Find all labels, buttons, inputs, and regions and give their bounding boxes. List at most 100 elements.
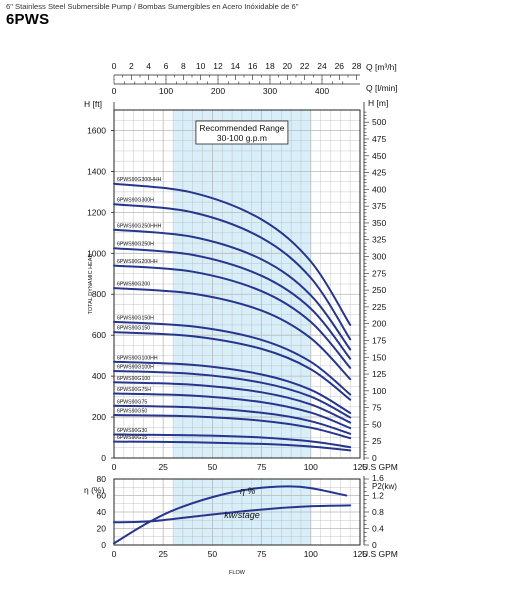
head-curve bbox=[113, 287, 352, 381]
efficiency-curve bbox=[113, 485, 348, 545]
y2-tick-label: 450 bbox=[372, 151, 386, 161]
y-tick-label: 400 bbox=[92, 371, 106, 381]
top-axis-2-label: 300 bbox=[263, 86, 277, 96]
y2-tick-label: 75 bbox=[372, 403, 382, 413]
head-curve bbox=[113, 360, 352, 414]
head-curve bbox=[113, 264, 352, 369]
top-axis-1-label: 18 bbox=[265, 61, 275, 71]
eff-y-tick-label: 20 bbox=[97, 524, 107, 534]
y2-tick-label: 225 bbox=[372, 302, 386, 312]
head-curve-label: 6PWS90G300H bbox=[117, 198, 154, 204]
head-curve bbox=[113, 203, 352, 341]
head-curve-label: 6PWS90G75 bbox=[117, 399, 147, 405]
head-curve bbox=[113, 228, 352, 351]
head-curve-label: 6PWS90G250H bbox=[117, 242, 154, 248]
head-curve-label: 6PWS90G75H bbox=[117, 387, 151, 393]
head-curve bbox=[113, 370, 352, 419]
head-curve bbox=[113, 320, 352, 396]
eff-y-tick-label: 40 bbox=[97, 507, 107, 517]
head-curve-label: 6PWS90G100H bbox=[117, 365, 154, 371]
head-curve bbox=[113, 392, 352, 430]
header-title: 6PWS bbox=[6, 11, 50, 28]
y-tick-label: 1000 bbox=[87, 248, 106, 258]
head-curve bbox=[113, 433, 352, 449]
head-curve-label: 6PWS90G15 bbox=[117, 435, 147, 441]
x-tick-label: 0 bbox=[112, 462, 117, 472]
x-tick-label: 25 bbox=[158, 462, 168, 472]
y2-tick-label: 150 bbox=[372, 352, 386, 362]
top-axis-1-label: 14 bbox=[231, 61, 241, 71]
head-curve-label: 6PWS90G200 bbox=[117, 282, 150, 288]
y-tick-label: 600 bbox=[92, 330, 106, 340]
y-axis-title: TOTAL DYNAMIC HEAD bbox=[88, 254, 94, 315]
eff-x-tick-label: 50 bbox=[208, 549, 218, 559]
x-tick-label: 50 bbox=[208, 462, 218, 472]
recommended-range-box bbox=[195, 120, 289, 145]
top-axis-2-label: 400 bbox=[315, 86, 329, 96]
head-curve-label: 6PWS90G150 bbox=[117, 326, 150, 332]
eff-y-tick-label: 80 bbox=[97, 474, 107, 484]
y-tick-label: 200 bbox=[92, 412, 106, 422]
y2-tick-label: 350 bbox=[372, 218, 386, 228]
plot-frame bbox=[113, 109, 361, 459]
eff-y2-tick-label: 1.2 bbox=[372, 491, 384, 501]
head-curve bbox=[113, 440, 352, 452]
y2-tick-label: 500 bbox=[372, 117, 386, 127]
head-curve bbox=[113, 247, 352, 360]
top-axis-1-label: 4 bbox=[146, 61, 151, 71]
eff-y2-unit-label: P2(kw) bbox=[372, 482, 397, 491]
y2-tick-label: 125 bbox=[372, 369, 386, 379]
y2-tick-label: 375 bbox=[372, 201, 386, 211]
efficiency-plot-frame bbox=[113, 478, 361, 546]
top-axis-1-label: 28 bbox=[352, 61, 362, 71]
eff-x-tick-label: 0 bbox=[112, 549, 117, 559]
top-axis-2-label: 200 bbox=[211, 86, 225, 96]
head-curve bbox=[113, 331, 352, 401]
eff-y2-tick-label: 1.6 bbox=[372, 473, 384, 483]
head-curve bbox=[113, 182, 352, 326]
head-curve-label: 6PWS90G100 bbox=[117, 376, 150, 382]
y2-tick-label: 0 bbox=[372, 453, 377, 463]
top-axis-1-label: 24 bbox=[317, 61, 327, 71]
top-axis-2-label: 0 bbox=[112, 86, 117, 96]
x-axis-title: FLOW bbox=[229, 570, 246, 576]
y-tick-label: 1400 bbox=[87, 166, 106, 176]
efficiency-curve-label: η % bbox=[240, 486, 256, 496]
top-axis-1-label: 16 bbox=[248, 61, 258, 71]
head-curve bbox=[113, 414, 352, 440]
y-tick-label: 0 bbox=[101, 453, 106, 463]
header-subtitle: 6" Stainless Steel Submersible Pump / Bo… bbox=[6, 2, 299, 11]
y2-tick-label: 25 bbox=[372, 436, 382, 446]
head-curve-label: 6PWS90G300HHH bbox=[117, 177, 162, 183]
top-axis-2-unit: Q [l/min] bbox=[366, 83, 398, 93]
top-axis-1-label: 8 bbox=[181, 61, 186, 71]
head-curve-label: 6PWS90G100HH bbox=[117, 355, 158, 361]
top-axis-1-label: 2 bbox=[129, 61, 134, 71]
recommended-range-label: Recommended Range bbox=[199, 123, 284, 133]
eff-y2-tick-label: 0.8 bbox=[372, 507, 384, 517]
top-axis-1-label: 12 bbox=[213, 61, 223, 71]
y-tick-label: 800 bbox=[92, 289, 106, 299]
eff-y-tick-label: 0 bbox=[101, 540, 106, 550]
eff-x-unit-label: U.S GPM bbox=[362, 549, 398, 559]
top-axis-1-label: 10 bbox=[196, 61, 206, 71]
x-tick-label: 100 bbox=[304, 462, 318, 472]
eff-y-unit-label: η (%) bbox=[84, 485, 104, 495]
top-axis-1-label: 6 bbox=[164, 61, 169, 71]
y2-tick-label: 275 bbox=[372, 268, 386, 278]
y-unit-label: H [ft] bbox=[84, 99, 102, 109]
top-axis-1-label: 26 bbox=[335, 61, 345, 71]
y2-tick-label: 325 bbox=[372, 235, 386, 245]
x-unit-label: U.S GPM bbox=[362, 462, 398, 472]
y2-tick-label: 425 bbox=[372, 168, 386, 178]
y2-tick-label: 175 bbox=[372, 335, 386, 345]
eff-x-tick-label: 25 bbox=[158, 549, 168, 559]
head-curve-label: 6PWS90G150H bbox=[117, 315, 154, 321]
eff-x-tick-label: 75 bbox=[257, 549, 267, 559]
y2-tick-label: 50 bbox=[372, 419, 382, 429]
kw-stage-curve bbox=[113, 504, 352, 524]
y2-tick-label: 200 bbox=[372, 319, 386, 329]
eff-y-tick-label: 60 bbox=[97, 491, 107, 501]
y-tick-label: 1600 bbox=[87, 125, 106, 135]
